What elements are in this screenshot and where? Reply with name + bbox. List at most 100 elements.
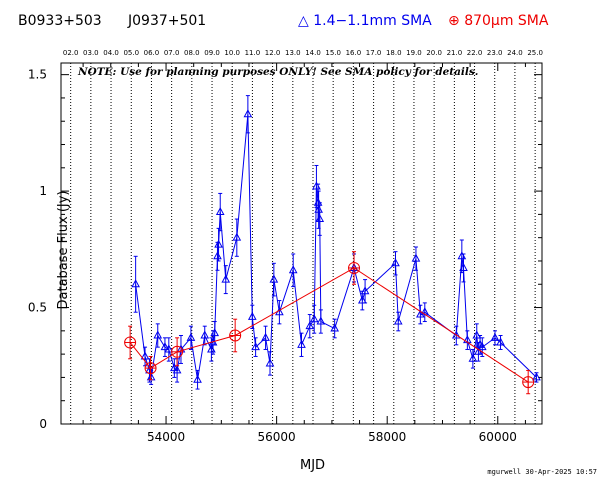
top-axis-label: 23.0: [487, 49, 503, 57]
top-axis-label: 22.0: [467, 49, 483, 57]
top-axis-label: 02.0: [63, 49, 79, 57]
plot-frame: [60, 62, 543, 425]
data-point: [532, 372, 541, 381]
source-name-1: B0933+503: [18, 13, 102, 29]
top-year-axis: 02.0 03.0 04.0 05.0 06.0 07.0 08.0 09.0 10.0 11.0…: [63, 49, 543, 57]
data-point: [451, 330, 461, 339]
legend-series-1: △ 1.4−1.1mm SMA: [298, 13, 432, 29]
x-axis-label: MJD: [300, 458, 326, 473]
x-tick-label: 58000: [368, 430, 406, 444]
top-axis-label: 17.0: [366, 49, 382, 57]
series-2: [124, 251, 535, 395]
data-point: [153, 330, 163, 339]
data-point: [251, 342, 260, 351]
data-point: [215, 207, 225, 216]
circle-plus-icon: ⊕: [448, 13, 460, 29]
series-line: [129, 267, 529, 383]
data-point: [288, 265, 298, 274]
data-point: [213, 251, 222, 260]
data-point: [522, 376, 535, 389]
data-point: [348, 261, 361, 274]
y-tick-label: 0.5: [28, 301, 47, 315]
data-point: [221, 274, 231, 283]
top-axis-label: 14.0: [305, 49, 321, 57]
data-point: [186, 332, 196, 341]
top-axis-label: 12.0: [265, 49, 281, 57]
data-point: [243, 109, 253, 118]
data-point: [305, 321, 315, 330]
data-point: [200, 330, 210, 339]
y-tick-label: 1: [39, 184, 47, 198]
data-point: [330, 323, 340, 332]
data-point: [171, 345, 184, 358]
data-point: [124, 336, 137, 349]
legend-series-2: ⊕ 870μm SMA: [448, 13, 548, 29]
top-axis-label: 06.0: [144, 49, 160, 57]
top-axis-label: 05.0: [123, 49, 139, 57]
top-axis-label: 08.0: [184, 49, 200, 57]
top-axis-label: 09.0: [204, 49, 220, 57]
x-tick-label: 54000: [147, 430, 185, 444]
data-point: [144, 362, 157, 375]
data-point: [309, 314, 319, 323]
data-point: [164, 344, 174, 353]
data-point: [391, 258, 400, 267]
data-point: [313, 197, 323, 206]
planning-note: NOTE: Use for planning purposes ONLY! Se…: [78, 66, 479, 78]
data-point: [315, 213, 325, 223]
data-point: [357, 295, 367, 304]
source-name-2: J0937+501: [128, 13, 207, 29]
top-axis-label: 21.0: [447, 49, 463, 57]
data-point: [160, 342, 170, 351]
y-tick-label: 1.5: [28, 68, 47, 82]
data-point: [459, 262, 468, 271]
top-axis-label: 07.0: [164, 49, 180, 57]
top-axis-label: 24.0: [507, 49, 523, 57]
data-point: [490, 332, 500, 341]
top-axis-label: 04.0: [103, 49, 119, 57]
year-gridlines: [70, 63, 536, 424]
top-axis-label: 03.0: [83, 49, 99, 57]
data-point: [472, 330, 482, 339]
data-point: [360, 286, 370, 295]
top-axis-label: 15.0: [325, 49, 341, 57]
data-point: [214, 239, 223, 248]
top-axis-label: 16.0: [346, 49, 362, 57]
data-point: [297, 339, 306, 348]
top-axis-label: 11.0: [245, 49, 261, 57]
data-point: [232, 232, 242, 241]
top-axis-label: 13.0: [285, 49, 301, 57]
data-point: [229, 329, 242, 342]
data-point: [261, 332, 270, 341]
x-tick-label: 56000: [258, 430, 296, 444]
footer-credit: mgurwell 30-Apr-2025 10:57: [487, 468, 597, 476]
data-point: [411, 253, 421, 262]
data-point: [172, 365, 182, 374]
top-axis-label: 10.0: [224, 49, 240, 57]
data-point: [269, 274, 279, 283]
top-axis-label: 20.0: [426, 49, 442, 57]
data-point: [468, 353, 478, 362]
top-axis-label: 25.0: [527, 49, 543, 57]
data-point: [314, 204, 323, 213]
data-point: [393, 316, 403, 325]
data-point: [316, 316, 326, 325]
data-point: [145, 365, 154, 374]
series-line: [135, 114, 537, 380]
series-1: [131, 95, 541, 390]
data-series: [124, 95, 541, 395]
y-axis-ticks: 0 0.5 1 1.5: [28, 68, 542, 431]
top-axis-label: 18.0: [386, 49, 402, 57]
legend-series-2-label: 870μm SMA: [464, 13, 549, 29]
data-point: [265, 358, 275, 367]
data-point: [247, 311, 257, 320]
y-axis-label: Database Flux (Jy): [56, 190, 71, 310]
x-tick-label: 60000: [479, 430, 517, 444]
data-point: [131, 279, 140, 288]
data-point: [210, 328, 220, 337]
data-point: [140, 351, 150, 360]
x-axis-ticks: 54000 56000 58000 60000: [82, 63, 526, 444]
data-point: [477, 342, 487, 351]
y-tick-label: 0: [39, 417, 47, 431]
